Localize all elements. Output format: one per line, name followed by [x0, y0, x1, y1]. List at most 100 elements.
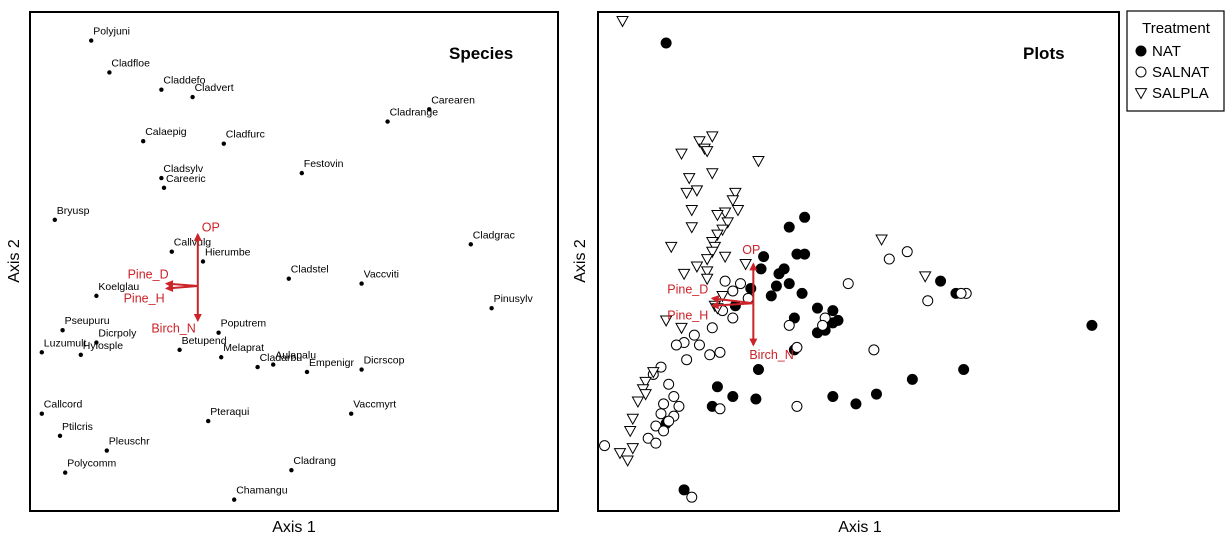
species-point-callvulg	[169, 249, 174, 254]
species-point-label: Pleuschr	[109, 436, 150, 448]
plot-point-salnat	[681, 354, 693, 366]
plot-point-salpla	[705, 246, 719, 259]
species-point-label: Luzumult	[44, 337, 87, 349]
plot-point-salnat	[868, 344, 880, 356]
plot-point-salpla	[626, 413, 640, 426]
species-point-label: Cladrang	[293, 455, 336, 467]
species-point-koelglau	[94, 293, 99, 299]
plot-point-salpla	[616, 16, 629, 28]
plot-point-salnat	[642, 432, 654, 444]
plot-point-salpla	[677, 268, 691, 281]
plot-point-nat	[727, 391, 739, 403]
plot-point-salpla	[623, 425, 637, 438]
species-point-cladvert	[190, 94, 195, 100]
species-panel: Species Axis 1 Axis 2 Polyjuni Cladfloe Cl…	[6, 11, 559, 536]
species-vector-pine-d-label: Pine_D	[128, 268, 169, 282]
species-point-pleuschr	[104, 448, 110, 453]
species-point-label: Polycomm	[67, 458, 116, 470]
species-point-label: Empenigr	[309, 357, 354, 369]
species-point-aulapalu	[271, 362, 276, 367]
plot-point-salnat	[693, 339, 705, 351]
species-point-label: Cladgrac	[473, 229, 515, 241]
plots-panel-title: Plots	[1023, 44, 1065, 63]
plot-point-salpla	[739, 259, 752, 271]
plot-point-salpla	[685, 205, 699, 217]
plot-point-salpla	[675, 148, 688, 161]
plot-point-nat	[788, 312, 800, 324]
plot-point-salnat	[955, 287, 967, 299]
species-point-cladfurc	[221, 141, 226, 146]
plot-point-nat	[783, 278, 795, 290]
species-point-cladrange	[385, 119, 390, 124]
plot-point-salnat	[714, 346, 726, 358]
species-point-label: Cladvert	[195, 82, 234, 94]
species-vector-pine-h-arrow	[165, 284, 198, 292]
species-point-label: Polyjuni	[93, 26, 130, 38]
plots-y-axis-label: Axis 2	[572, 239, 589, 283]
plot-point-salnat	[727, 285, 739, 297]
species-point-label: Chamangu	[236, 485, 288, 497]
species-point-label: Cladsylv	[163, 163, 203, 175]
species-point-ptilcris	[57, 433, 63, 439]
plot-point-nat	[827, 391, 839, 403]
species-point-label: Pteraqui	[210, 406, 249, 418]
species-point-cladarbu	[255, 364, 260, 370]
plot-point-nat	[799, 211, 811, 223]
species-point-label: Hylosple	[83, 340, 123, 352]
plot-point-salnat	[791, 341, 803, 353]
plot-point-salpla	[664, 241, 678, 254]
legend-items: NAT SALNAT SALPLA	[1134, 43, 1209, 102]
plot-point-nat	[870, 388, 882, 400]
plot-point-nat	[765, 290, 777, 302]
plot-point-salnat	[883, 253, 895, 265]
plot-point-nat	[755, 263, 767, 275]
species-point-cladgrac	[468, 242, 473, 247]
species-point-cladrang	[289, 467, 294, 473]
plot-point-salpla	[659, 315, 673, 327]
species-point-label: Festovin	[304, 158, 344, 170]
species-point-label: Vaccmyrt	[353, 399, 396, 411]
species-point-label: Dicrscop	[364, 355, 405, 367]
plot-point-nat	[1086, 319, 1098, 331]
plot-point-salnat	[783, 319, 795, 331]
species-point-label: Pinusylv	[494, 293, 534, 305]
species-point-label: Hierumbe	[205, 247, 251, 259]
plot-point-nat	[906, 373, 918, 385]
plot-point-salnat	[655, 361, 667, 373]
legend-marker-salnat	[1135, 66, 1147, 78]
species-point-carearen	[427, 107, 432, 112]
species-vector-pine-h-label: Pine_H	[124, 292, 165, 306]
species-point-label: Melaprat	[223, 342, 264, 354]
species-point-calaepig	[141, 139, 146, 144]
plot-point-salpla	[646, 367, 660, 379]
species-point-cladsylv	[159, 175, 164, 181]
plot-point-nat	[811, 327, 823, 339]
species-point-label: Betupend	[182, 335, 227, 347]
plot-point-salpla	[726, 195, 740, 207]
plot-point-nat	[850, 398, 862, 410]
plots-vector-pine-d-arrow	[710, 295, 754, 305]
plots-plot-frame	[597, 11, 1120, 512]
plot-point-salnat	[901, 246, 913, 258]
species-point-polycomm	[62, 470, 68, 475]
plot-point-salpla	[690, 185, 704, 197]
plots-points-layer	[599, 16, 1098, 503]
plot-point-salpla	[731, 205, 745, 217]
legend-label-salpla: SALPLA	[1152, 85, 1209, 102]
plot-point-salpla	[875, 234, 888, 246]
species-point-poputrem	[216, 330, 221, 335]
plot-point-nat	[935, 275, 947, 287]
species-point-label: Callcord	[44, 399, 83, 411]
species-vectors-layer: OP Birch_N Pine_D Pine_H	[124, 220, 220, 335]
plot-point-nat	[811, 302, 823, 314]
plots-vector-op-label: OP	[742, 243, 760, 257]
treatment-legend: Treatment NAT SALNAT SALPLA	[1126, 10, 1225, 112]
species-plot-frame	[29, 11, 559, 512]
plot-point-salpla	[693, 136, 706, 148]
species-point-label: Claddefo	[163, 75, 205, 87]
species-point-chamangu	[232, 497, 237, 502]
species-point-label: Poputrem	[221, 318, 267, 330]
species-point-label: Ptilcris	[62, 421, 93, 433]
plot-point-salpla	[711, 209, 724, 222]
